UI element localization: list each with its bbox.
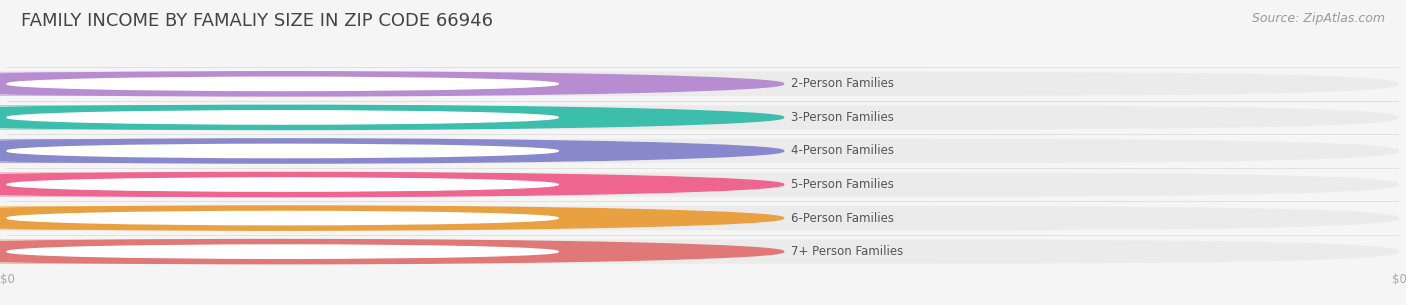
Circle shape: [7, 144, 558, 158]
FancyBboxPatch shape: [7, 239, 1399, 264]
Circle shape: [0, 239, 783, 264]
Text: 4-Person Families: 4-Person Families: [790, 145, 894, 157]
FancyBboxPatch shape: [7, 72, 1399, 96]
Circle shape: [7, 178, 558, 191]
Text: $0: $0: [226, 178, 242, 191]
Text: 5-Person Families: 5-Person Families: [790, 178, 894, 191]
Text: $0: $0: [226, 212, 242, 224]
Circle shape: [0, 172, 783, 197]
Text: $0: $0: [226, 245, 242, 258]
FancyBboxPatch shape: [7, 139, 1399, 163]
FancyBboxPatch shape: [0, 206, 478, 230]
FancyBboxPatch shape: [0, 239, 478, 264]
Circle shape: [0, 72, 783, 96]
FancyBboxPatch shape: [0, 105, 478, 130]
FancyBboxPatch shape: [0, 139, 478, 163]
Text: $0: $0: [226, 111, 242, 124]
FancyBboxPatch shape: [7, 172, 1399, 197]
Text: $0: $0: [226, 145, 242, 157]
Text: 6-Person Families: 6-Person Families: [790, 212, 894, 224]
Circle shape: [7, 77, 558, 91]
Text: $0: $0: [226, 77, 242, 90]
Text: FAMILY INCOME BY FAMALIY SIZE IN ZIP CODE 66946: FAMILY INCOME BY FAMALIY SIZE IN ZIP COD…: [21, 12, 494, 30]
FancyBboxPatch shape: [0, 72, 478, 96]
Circle shape: [0, 105, 783, 130]
Circle shape: [7, 211, 558, 225]
Text: 2-Person Families: 2-Person Families: [790, 77, 894, 90]
FancyBboxPatch shape: [7, 105, 1399, 130]
Circle shape: [7, 111, 558, 124]
Text: 3-Person Families: 3-Person Families: [790, 111, 894, 124]
Circle shape: [0, 139, 783, 163]
Text: Source: ZipAtlas.com: Source: ZipAtlas.com: [1251, 12, 1385, 25]
Circle shape: [7, 245, 558, 258]
Circle shape: [0, 206, 783, 230]
FancyBboxPatch shape: [7, 206, 1399, 230]
Text: 7+ Person Families: 7+ Person Families: [790, 245, 903, 258]
FancyBboxPatch shape: [0, 172, 478, 197]
